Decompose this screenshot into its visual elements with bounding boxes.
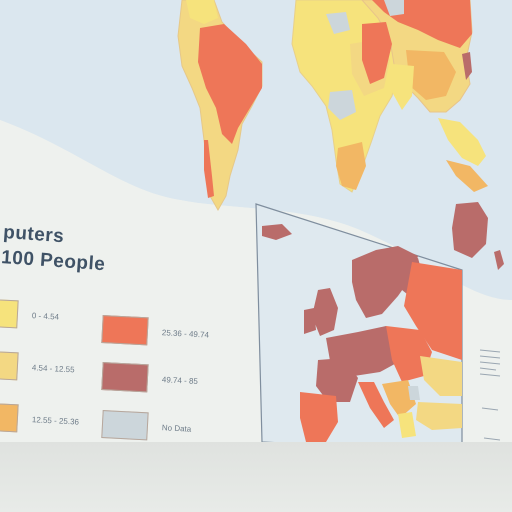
china	[406, 50, 456, 100]
legend-item-no-data: No Data	[101, 410, 192, 443]
japan	[462, 52, 472, 80]
balkans	[382, 380, 416, 418]
no-data-africa	[328, 90, 356, 120]
turkey	[416, 402, 462, 430]
legend-swatch-class-5	[101, 362, 149, 393]
legend-swatch-class-1	[0, 298, 19, 329]
legend-title-line1: puters	[2, 222, 65, 248]
legend-swatch-class-2	[0, 350, 19, 381]
legend-swatch-no-data	[101, 410, 149, 441]
legend-item-class-5: 49.74 - 85	[101, 362, 198, 395]
legend-item-class-3: 12.55 - 25.36	[0, 402, 80, 436]
iberia	[300, 392, 338, 442]
no-data-europe	[408, 386, 420, 400]
brazil	[198, 24, 262, 144]
legend-item-class-2: 4.54 - 12.55	[0, 350, 75, 383]
legend-range-class-3: 12.55 - 25.36	[31, 414, 80, 427]
indonesia	[446, 160, 488, 192]
ireland	[304, 308, 316, 334]
inset-notes	[479, 349, 501, 449]
uk	[312, 288, 338, 336]
argentina	[206, 136, 230, 196]
south-africa	[336, 142, 366, 190]
legend-range-class-4: 25.36 - 49.74	[161, 327, 210, 340]
australia	[452, 202, 488, 258]
se-asia	[438, 118, 486, 166]
greece	[398, 412, 416, 438]
legend-swatch-class-4	[101, 315, 149, 346]
legend-swatch-class-3	[0, 402, 19, 433]
no-data-asia	[384, 0, 404, 16]
india	[392, 64, 414, 110]
venezuela	[186, 0, 218, 24]
russia-inset	[404, 262, 462, 360]
legend-range-class-5: 49.74 - 85	[161, 374, 199, 386]
eastern-europe	[386, 326, 432, 382]
france	[316, 358, 358, 402]
projection-edge	[0, 442, 512, 512]
legend-range-class-2: 4.54 - 12.55	[31, 362, 75, 374]
iceland	[262, 224, 292, 240]
legend-item-class-4: 25.36 - 49.74	[101, 315, 209, 349]
legend-range-class-1: 0 - 4.54	[31, 310, 60, 322]
no-data-africa-2	[326, 12, 350, 34]
italy	[358, 382, 394, 428]
legend-range-no-data: No Data	[161, 422, 192, 434]
chile	[204, 140, 214, 198]
legend-item-class-1: 0 - 4.54	[0, 298, 60, 331]
ukraine	[420, 356, 462, 396]
middle-east	[362, 22, 392, 84]
new-zealand	[494, 250, 504, 270]
